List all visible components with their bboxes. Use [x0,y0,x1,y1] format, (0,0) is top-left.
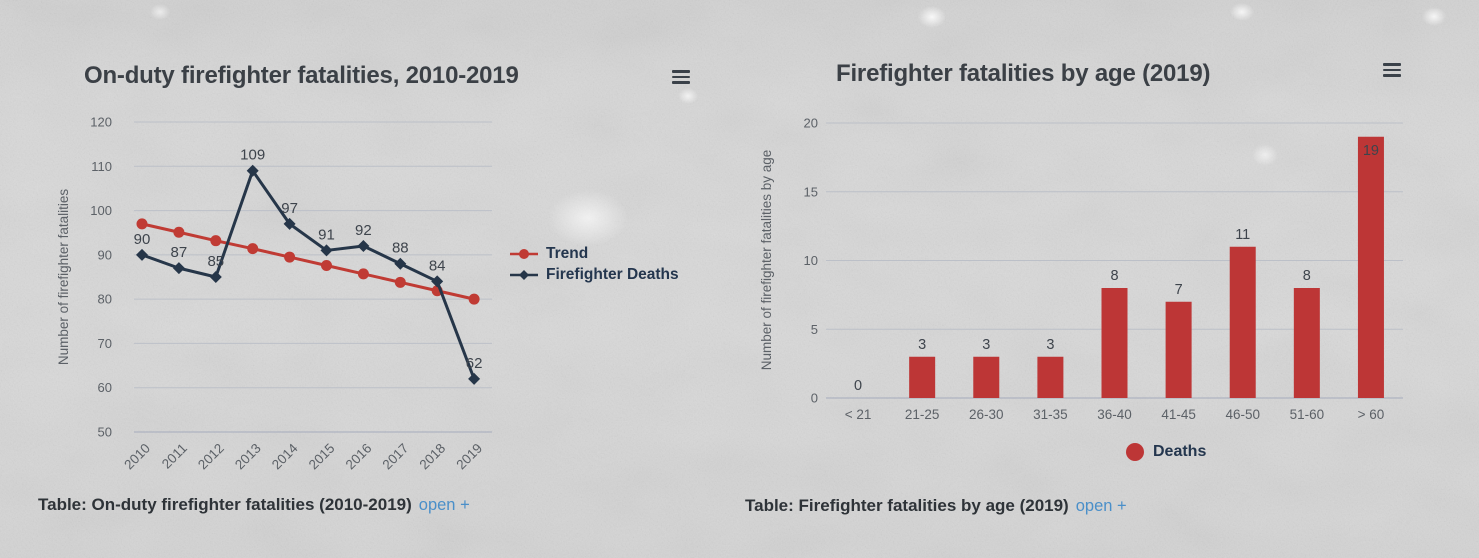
svg-text:87: 87 [171,244,188,261]
svg-text:2012: 2012 [195,441,227,473]
svg-text:2016: 2016 [343,441,375,473]
chart-menu-icon[interactable] [1383,63,1401,77]
svg-text:7: 7 [1175,282,1183,298]
svg-text:31-35: 31-35 [1033,407,1068,422]
svg-text:100: 100 [90,203,112,218]
svg-text:20: 20 [804,116,818,131]
svg-text:97: 97 [281,200,298,217]
svg-text:91: 91 [318,226,335,243]
svg-text:41-45: 41-45 [1161,407,1196,422]
svg-text:Number of firefighter fataliti: Number of firefighter fatalities [56,189,71,366]
texture-highlight [1422,7,1446,26]
bar-chart-legend[interactable]: Deaths [1126,443,1206,461]
svg-text:< 21: < 21 [845,407,872,422]
texture-highlight [548,190,628,246]
line-chart-title: On-duty firefighter fatalities, 2010-201… [84,62,519,89]
svg-text:3: 3 [1046,337,1054,353]
svg-text:50: 50 [98,425,112,440]
texture-highlight [150,4,170,20]
chart-menu-icon[interactable] [672,70,690,84]
svg-text:0: 0 [811,391,818,406]
svg-text:8: 8 [1110,268,1118,284]
svg-text:85: 85 [207,253,224,270]
svg-text:3: 3 [918,337,926,353]
svg-text:10: 10 [804,253,818,268]
table-caption-right: Table: Firefighter fatalities by age (20… [745,496,1127,516]
svg-text:120: 120 [90,115,112,130]
legend-label: Deaths [1153,443,1207,460]
svg-text:92: 92 [355,222,372,239]
bar-chart-title: Firefighter fatalities by age (2019) [836,60,1211,87]
svg-text:2014: 2014 [269,440,301,472]
deaths-marker-icon [510,270,538,280]
svg-text:8: 8 [1303,268,1311,284]
bar-chart[interactable]: 0 5 10 15 20 0 < 21 3 21-25 3 26-30 3 31-35 8 36-40 7 41… [755,100,1461,435]
svg-text:2017: 2017 [380,441,412,473]
deaths-marker-icon [1126,443,1144,461]
svg-text:26-30: 26-30 [969,407,1004,422]
svg-text:2018: 2018 [416,441,448,473]
svg-text:3: 3 [982,337,990,353]
svg-text:90: 90 [134,231,151,248]
svg-text:80: 80 [98,292,112,307]
svg-text:46-50: 46-50 [1225,407,1260,422]
svg-text:2013: 2013 [232,441,264,473]
svg-text:Number of firefighter fataliti: Number of firefighter fatalities by age [759,150,774,371]
svg-text:109: 109 [240,147,265,164]
texture-highlight [678,88,698,104]
trend-marker-icon [510,249,538,259]
svg-text:2010: 2010 [121,441,153,473]
svg-text:51-60: 51-60 [1290,407,1325,422]
svg-text:11: 11 [1235,227,1250,243]
svg-text:84: 84 [429,257,446,274]
legend-item-firefighter-deaths[interactable]: Firefighter Deaths [509,266,679,284]
svg-text:90: 90 [98,247,112,262]
table-caption-left: Table: On-duty firefighter fatalities (2… [38,495,470,515]
svg-text:70: 70 [98,336,112,351]
svg-text:19: 19 [1363,143,1379,159]
legend-label: Firefighter Deaths [546,266,679,283]
table-open-link[interactable]: open + [418,496,470,514]
svg-text:21-25: 21-25 [905,407,940,422]
legend-item-trend[interactable]: Trend [509,245,679,263]
svg-text:0: 0 [854,378,862,394]
table-open-link[interactable]: open + [1075,497,1127,515]
svg-text:36-40: 36-40 [1097,407,1132,422]
svg-text:110: 110 [91,159,112,174]
texture-highlight [918,6,946,28]
legend-label: Trend [546,245,589,262]
svg-text:2011: 2011 [159,441,190,472]
table-caption-label: Table: On-duty firefighter fatalities (2… [38,495,412,514]
line-chart-legend: Trend Firefighter Deaths [509,245,679,284]
texture-highlight [1230,3,1254,21]
svg-text:15: 15 [804,184,818,199]
svg-text:2019: 2019 [453,441,485,473]
svg-text:60: 60 [98,380,112,395]
svg-text:5: 5 [811,322,818,337]
svg-text:> 60: > 60 [1358,407,1385,422]
svg-text:62: 62 [466,355,483,372]
svg-text:2015: 2015 [306,441,338,473]
svg-text:88: 88 [392,240,409,257]
table-caption-label: Table: Firefighter fatalities by age (20… [745,496,1069,515]
